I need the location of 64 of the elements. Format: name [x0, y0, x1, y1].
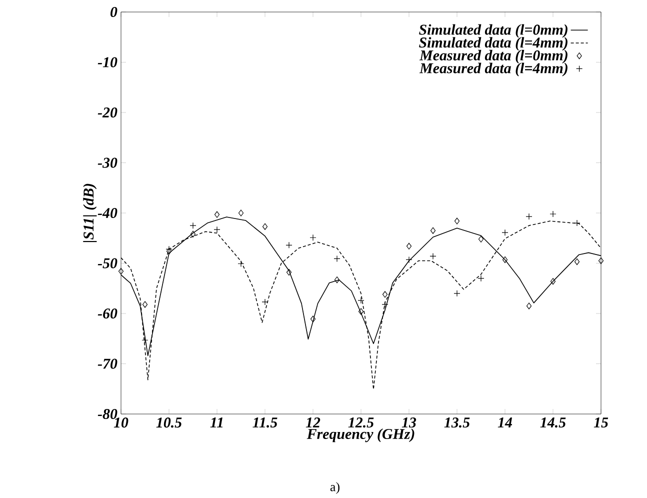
x-tick-label: 13.5 [444, 418, 470, 428]
point [478, 236, 484, 242]
point [502, 256, 508, 264]
point [382, 301, 388, 308]
point [430, 252, 436, 260]
point [142, 301, 148, 308]
point [358, 308, 364, 315]
point [334, 255, 340, 262]
x-tick-label: 14 [498, 418, 512, 428]
point [286, 242, 292, 248]
point [262, 223, 268, 230]
point [526, 302, 532, 310]
point [574, 258, 580, 266]
x-tick-label: 15 [594, 418, 608, 428]
point [166, 246, 172, 252]
y-tick-label: -20 [98, 107, 118, 118]
y-tick-label: -80 [98, 408, 118, 420]
x-tick-label: 11.5 [252, 418, 278, 428]
y-tick-label: -30 [98, 158, 118, 168]
y-tick-label: -70 [98, 358, 118, 369]
x-tick-label: 10 [114, 418, 128, 428]
point [310, 316, 316, 322]
point [214, 226, 220, 233]
point [502, 229, 508, 236]
point [574, 220, 580, 226]
point [430, 227, 436, 234]
legend-label: Measured data (l=4mm) [419, 62, 568, 76]
x-tick-label: 14.5 [540, 418, 566, 428]
y-tick-label: 0 [110, 6, 118, 18]
point [478, 275, 484, 282]
point [286, 268, 292, 276]
point [454, 218, 460, 224]
point [142, 336, 148, 344]
point [334, 276, 340, 284]
x-axis-title: Frequency (GHz) [306, 428, 414, 442]
point [454, 290, 460, 297]
point [406, 256, 412, 264]
y-axis-title: |S11| (dB) [83, 184, 97, 242]
y-tick-label: -10 [98, 57, 118, 68]
point [382, 291, 388, 298]
text: a) [330, 482, 340, 494]
point [262, 298, 268, 306]
legend-label: Simulated data (l=0mm) [419, 24, 568, 38]
y-tick-label: -50 [98, 258, 118, 268]
point [526, 213, 532, 220]
point [550, 278, 556, 285]
y-tick-label: -40 [98, 208, 118, 218]
point [406, 242, 412, 250]
legend-label: Measured data (l=0mm) [419, 50, 568, 64]
x-tick-label: 12.5 [348, 418, 374, 428]
x-tick-label: 12 [306, 418, 320, 428]
point [310, 234, 316, 241]
point [118, 268, 124, 275]
point [238, 260, 244, 268]
point [550, 210, 556, 218]
point [166, 248, 172, 254]
point [214, 211, 220, 218]
legend-label: Simulated data (l=4mm) [419, 37, 568, 51]
x-tick-label: 13 [402, 418, 416, 428]
x-tick-label: 10.5 [156, 418, 182, 428]
point [238, 210, 244, 216]
y-tick-label: -60 [98, 308, 118, 319]
point [358, 297, 364, 304]
x-tick-label: 11 [210, 418, 223, 428]
